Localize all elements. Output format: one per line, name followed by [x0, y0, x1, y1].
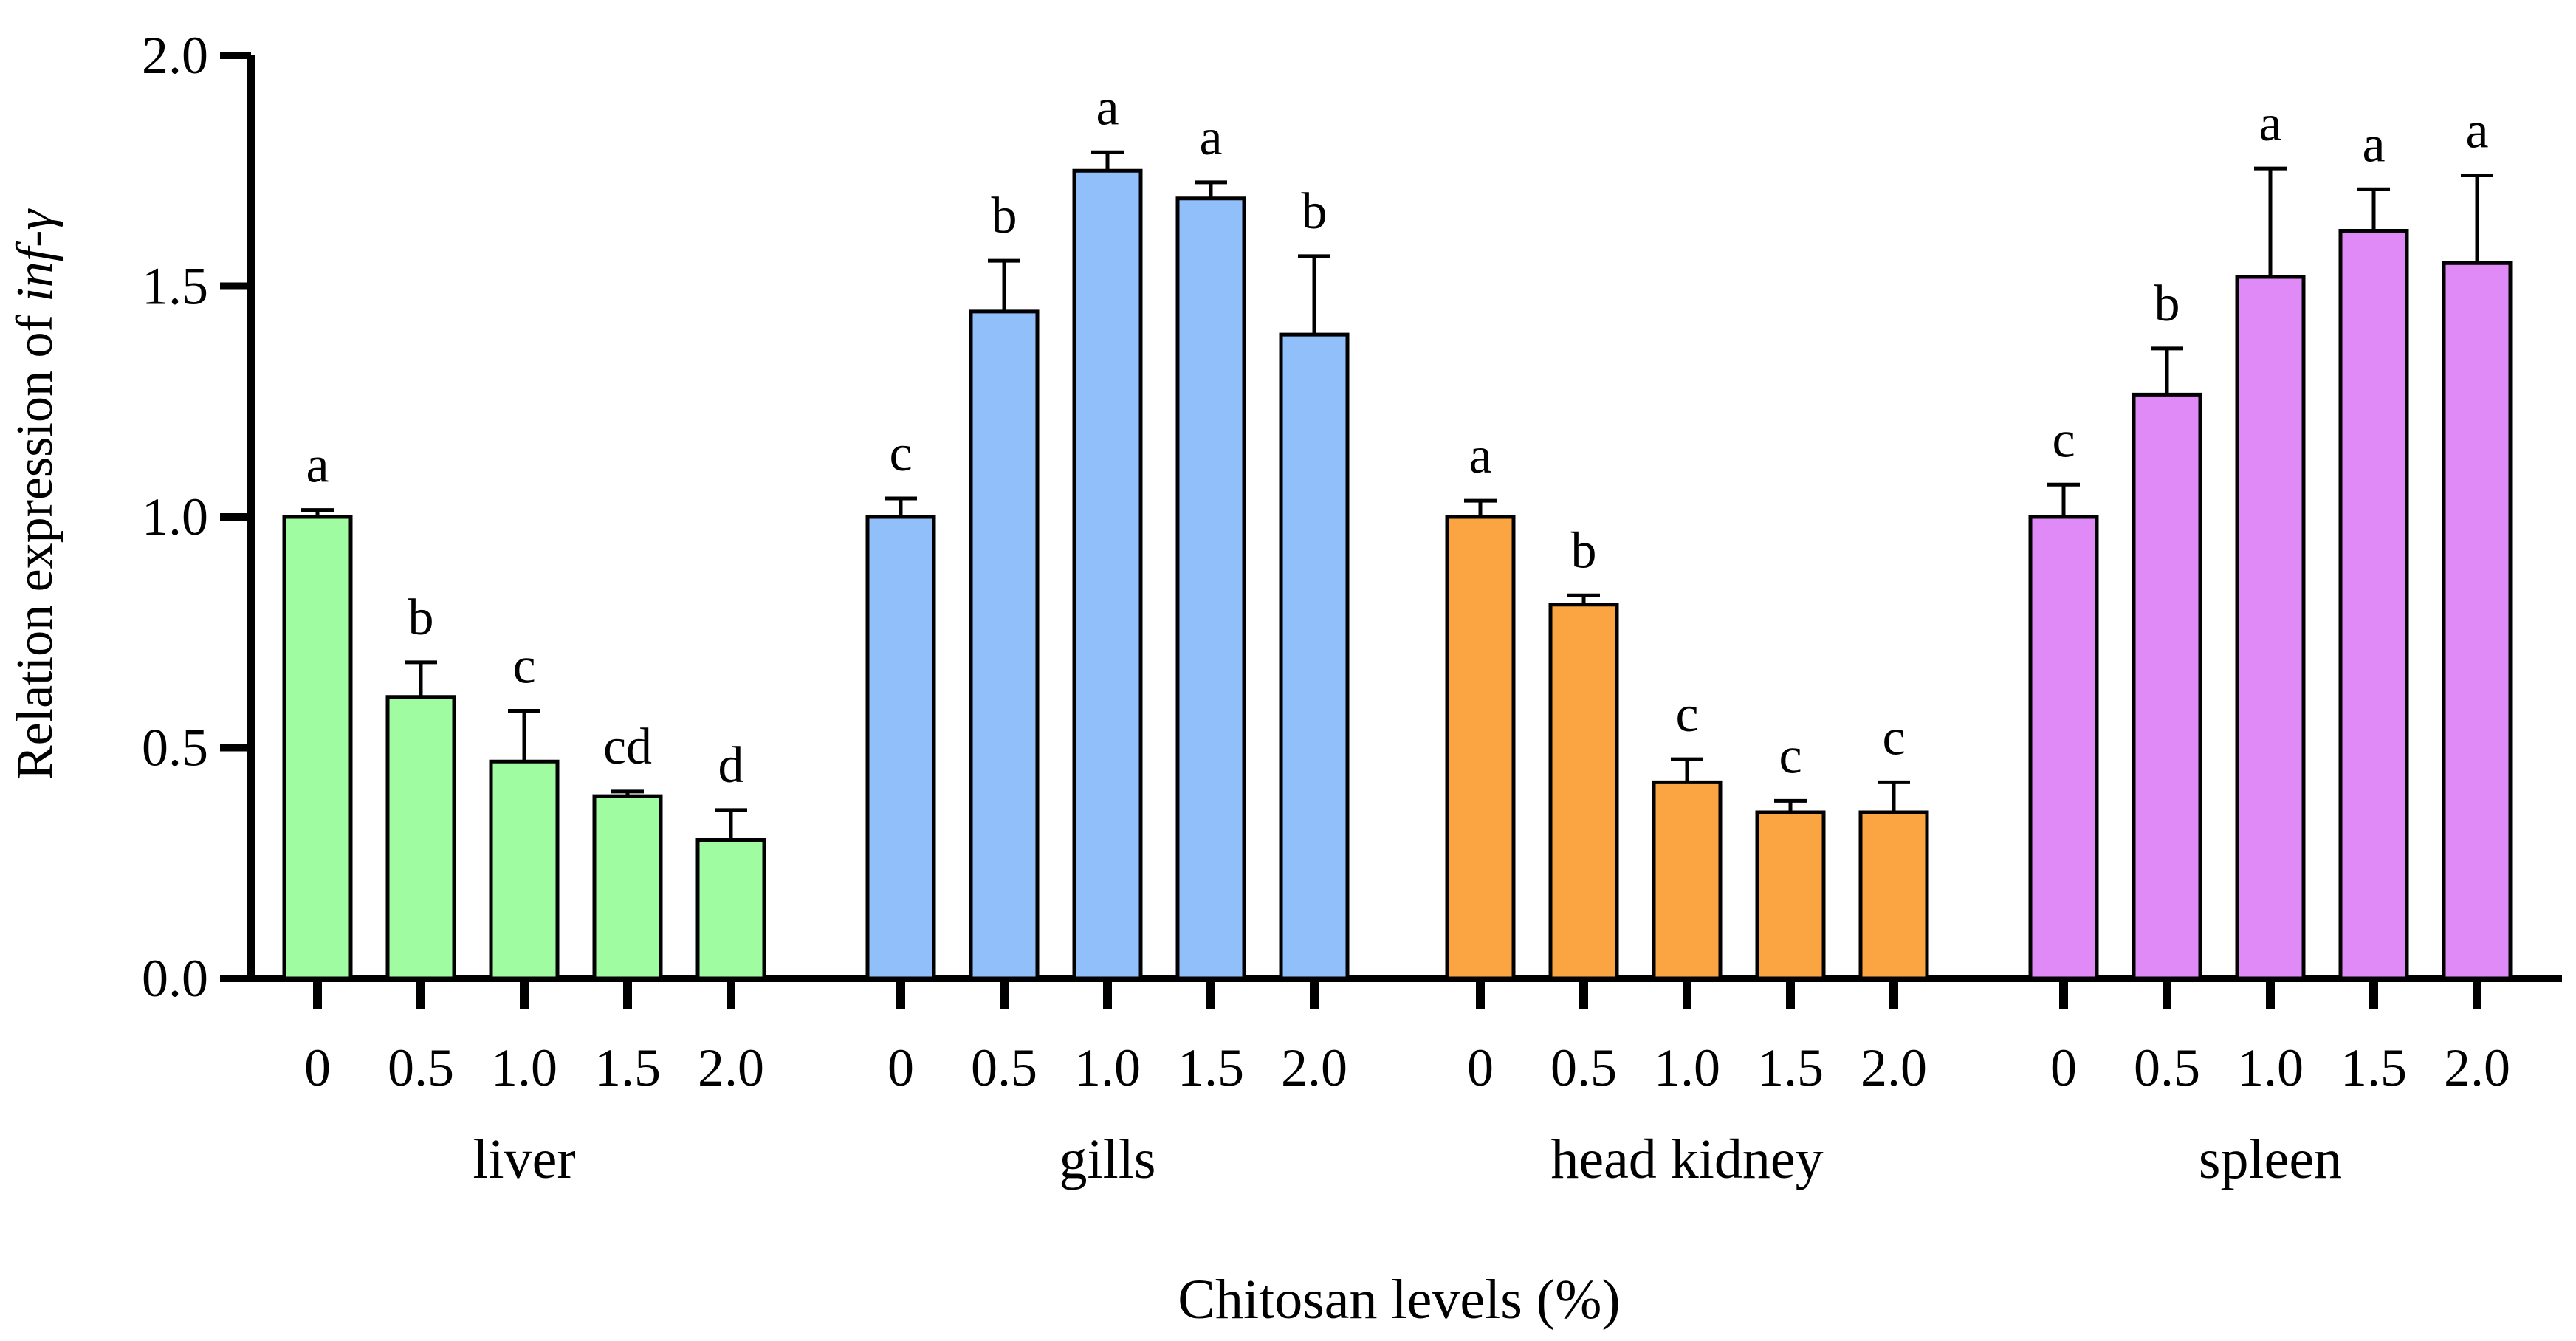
bar-group-spleen: c b a a a [2028, 95, 2513, 981]
bar-group-liver: a b c cd d [282, 437, 766, 981]
significance-letter: b [1571, 522, 1597, 579]
significance-letter: c [889, 425, 912, 482]
significance-letter: d [718, 737, 744, 794]
significance-letter: b [992, 188, 1017, 244]
significance-letter: b [2154, 275, 2180, 332]
x-tick-label: 0 [887, 1038, 914, 1097]
bar [2338, 229, 2409, 981]
significance-letter: c [1882, 709, 1905, 766]
y-tick-label: 0.5 [142, 718, 208, 778]
significance-letter: c [512, 638, 535, 695]
x-tick-label: 1.0 [2237, 1038, 2304, 1097]
x-tick-label: 0.5 [971, 1038, 1037, 1097]
x-tick-label: 2.0 [1861, 1038, 1927, 1097]
x-ticks: 0 0.5 1.0 1.5 2.0 liver 0 0.5 1.0 1.5 2.0 gills 0 0.5… [304, 978, 2510, 1190]
y-tick-label: 0.0 [142, 949, 208, 1008]
bar [1445, 515, 1516, 981]
y-axis-title-prefix: Relation expression of [7, 302, 63, 780]
x-tick-label: 1.5 [594, 1038, 661, 1097]
y-ticks: 0.0 0.5 1.0 1.5 2.0 [142, 26, 251, 1008]
group-label: head kidney [1550, 1128, 1823, 1190]
x-tick-label: 1.0 [1654, 1038, 1720, 1097]
x-tick-label: 0 [1467, 1038, 1494, 1097]
x-tick-label: 1.5 [1178, 1038, 1244, 1097]
bar [1652, 780, 1723, 981]
x-tick-label: 2.0 [698, 1038, 764, 1097]
significance-letter: a [1096, 79, 1119, 136]
significance-letter: cd [603, 718, 652, 775]
x-tick-label: 0.5 [2134, 1038, 2200, 1097]
x-axis-title: Chitosan levels (%) [1178, 1269, 1620, 1331]
bar [1858, 810, 1929, 981]
bar [695, 838, 766, 981]
significance-letter: c [2052, 411, 2075, 468]
significance-letter: a [2259, 95, 2281, 152]
bar [865, 515, 936, 981]
bar [1072, 168, 1143, 981]
significance-letter: a [2465, 103, 2488, 160]
bar [282, 515, 353, 981]
bar [489, 759, 560, 981]
x-tick-label: 1.0 [1074, 1038, 1141, 1097]
x-tick-label: 0 [304, 1038, 331, 1097]
significance-letter: b [1302, 183, 1328, 240]
x-tick-label: 1.5 [2340, 1038, 2407, 1097]
y-tick-label: 2.0 [142, 26, 208, 85]
bar [969, 309, 1040, 981]
x-tick-label: 0 [2050, 1038, 2077, 1097]
y-tick-label: 1.5 [142, 257, 208, 316]
group-label: spleen [2199, 1128, 2342, 1190]
y-tick-label: 1.0 [142, 487, 208, 546]
significance-letter: a [1469, 428, 1491, 484]
bar [2235, 275, 2306, 981]
group-label: gills [1059, 1128, 1156, 1190]
x-tick-label: 2.0 [2444, 1038, 2510, 1097]
significance-letter: c [1675, 686, 1698, 743]
bar [1548, 603, 1619, 981]
bar [1755, 810, 1826, 981]
significance-letter: c [1779, 727, 1802, 784]
significance-letter: a [1199, 109, 1222, 166]
bar [2132, 392, 2202, 981]
x-tick-label: 0.5 [388, 1038, 454, 1097]
x-tick-label: 0.5 [1550, 1038, 1617, 1097]
significance-letter: b [408, 589, 434, 646]
x-tick-label: 1.5 [1757, 1038, 1824, 1097]
bar [2028, 515, 2099, 981]
x-tick-label: 1.0 [491, 1038, 557, 1097]
bar [2442, 261, 2513, 981]
bar-group-head-kidney: a b c c c [1445, 428, 1929, 981]
significance-letter: a [306, 437, 329, 494]
bar [385, 695, 456, 981]
bar [1175, 196, 1246, 981]
y-axis-title: Relation expression of inf-γ [7, 208, 63, 781]
bar [592, 794, 663, 981]
bar-group-gills: c b a a b [865, 79, 1350, 981]
y-axis-title-gene: inf-γ [7, 208, 63, 302]
group-label: liver [473, 1128, 575, 1190]
x-tick-label: 2.0 [1281, 1038, 1347, 1097]
significance-letter: a [2362, 116, 2385, 173]
bar [1279, 332, 1350, 981]
bars: a b c cd d c b a a b a b c c c c b a a a [282, 79, 2513, 981]
